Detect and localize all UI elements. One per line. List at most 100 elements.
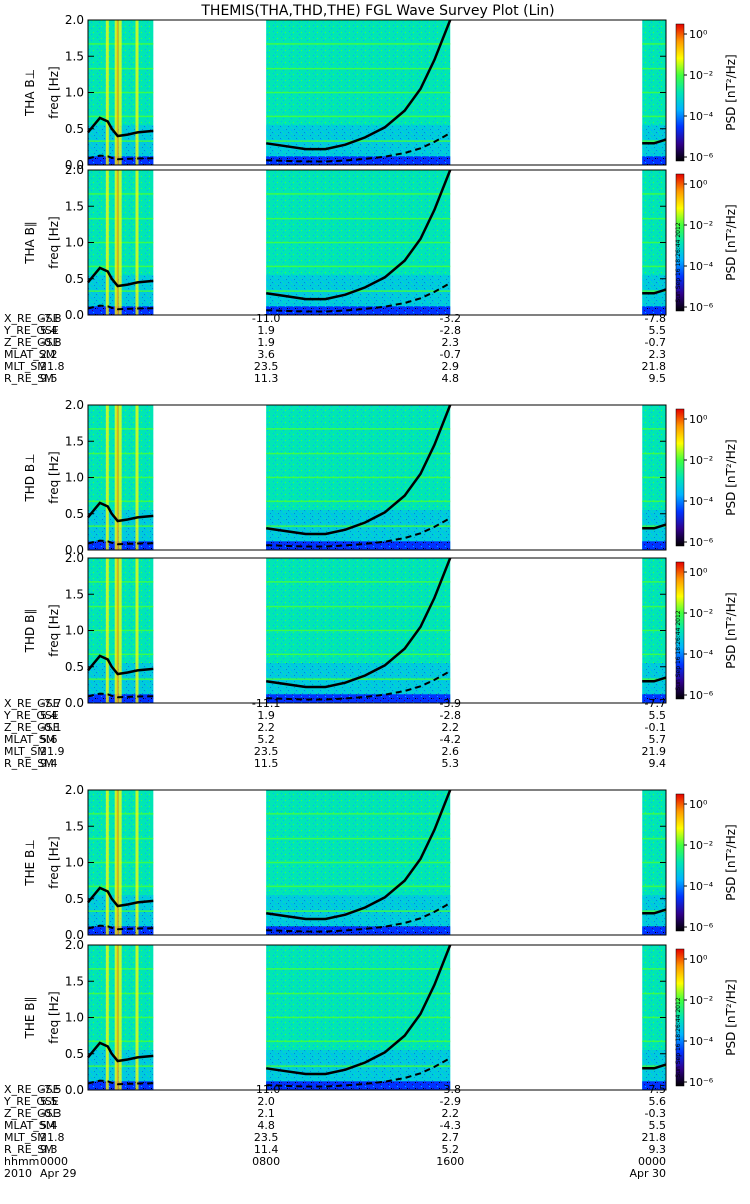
low-frequency-band	[642, 306, 666, 315]
colorbar-tick-label: 10⁻⁴	[689, 648, 714, 661]
broadband-burst	[118, 405, 122, 550]
ephemeris-value: 2.9	[441, 360, 459, 373]
ephemeris-value: 5.5	[40, 1095, 58, 1108]
y-tick-label: 1.5	[65, 49, 84, 63]
ephemeris-label: Z_RE_GSE	[4, 721, 60, 734]
ephemeris-label: R_RE_SM	[4, 757, 54, 770]
broadband-burst	[118, 170, 122, 315]
ephemeris-value: 0000	[638, 1155, 666, 1168]
broadband-burst	[118, 20, 122, 165]
half-fce-curve	[266, 132, 451, 163]
panel-label: THE B∥	[23, 997, 37, 1040]
ephemeris-value: 2.2	[257, 721, 275, 734]
broadband-burst	[135, 405, 139, 550]
ephemeris-value: -0.1	[645, 721, 666, 734]
fce-curve	[642, 676, 667, 683]
ephemeris-value: 4.8	[257, 1119, 275, 1132]
ephemeris-value: 23.5	[254, 745, 279, 758]
ephemeris-value: 5.2	[257, 733, 275, 746]
colorbar-tick-label: 10⁻²	[689, 839, 713, 852]
colorbar-label: PSD [nT²/Hz]	[724, 54, 738, 130]
fce-curve	[87, 501, 154, 523]
broadband-burst	[105, 20, 109, 165]
ephemeris-value: Apr 30	[629, 1167, 666, 1180]
ephemeris-value: 2.2	[40, 348, 58, 361]
ephemeris-value: 2.1	[257, 1107, 275, 1120]
half-fce-curve	[266, 670, 451, 701]
colorbar	[675, 23, 685, 162]
y-tick-label: 1.5	[65, 587, 84, 601]
ephemeris-value: 2.6	[441, 745, 459, 758]
y-tick-label: 1.5	[65, 974, 84, 988]
colorbar-tick-label: 10⁻⁴	[689, 495, 714, 508]
y-axis-label: freq [Hz]	[47, 836, 61, 888]
ephemeris-value: 1.9	[257, 324, 275, 337]
ephemeris-value: 5.6	[40, 733, 58, 746]
ephemeris-value: -0.7	[440, 348, 461, 361]
ephemeris-value: 2.3	[441, 336, 459, 349]
fce-curve	[266, 557, 452, 689]
ephemeris-value: -0.7	[645, 336, 666, 349]
ephemeris-label: MLT_SM	[4, 745, 47, 758]
half-fce-curve	[266, 902, 451, 933]
ephemeris-value: 21.8	[40, 1131, 65, 1144]
low-frequency-band	[642, 1081, 666, 1090]
noise-band	[642, 663, 666, 703]
spectrogram-panel-1: 0.0 0.5 1.0 1.5 2.0 THA B⊥ freq [Hz] 10⁰ 10⁻² 10⁻…	[23, 13, 738, 172]
ephemeris-value: 11.3	[254, 372, 279, 385]
ephemeris-value: -7.7	[40, 697, 61, 710]
half-fce-curve	[87, 924, 154, 931]
colorbar-label: PSD [nT²/Hz]	[724, 979, 738, 1055]
ephemeris-value: 9.5	[649, 372, 667, 385]
half-fce-curve	[87, 304, 154, 311]
colorbar-tick-label: 10⁻⁶	[689, 536, 714, 549]
ephemeris-value: 1.9	[257, 336, 275, 349]
broadband-burst	[135, 790, 139, 935]
colorbar	[675, 793, 685, 932]
fce-curve	[87, 886, 154, 908]
ephemeris-value: -7.5	[40, 1083, 61, 1096]
y-axis-label: freq [Hz]	[47, 604, 61, 656]
fce-curve	[266, 789, 452, 921]
broadband-burst	[135, 558, 139, 703]
fce-curve	[266, 169, 452, 301]
ephemeris-value: 9.5	[40, 372, 58, 385]
ephemeris-value: 11.5	[254, 757, 279, 770]
noise-band	[642, 1050, 666, 1090]
colorbar-tick-label: 10⁻²	[689, 607, 713, 620]
fce-curve	[642, 138, 667, 145]
y-tick-label: 1.5	[65, 434, 84, 448]
y-tick-label: 0.5	[65, 272, 84, 286]
broadband-burst	[114, 790, 118, 935]
noise-band	[642, 275, 666, 315]
ephemeris-label: Y_RE_GSE	[3, 324, 59, 337]
y-tick-label: 1.5	[65, 819, 84, 833]
ephemeris-value: -7.8	[645, 312, 666, 325]
broadband-burst	[114, 558, 118, 703]
colorbar-tick-label: 10⁻⁶	[689, 1076, 714, 1089]
y-tick-label: 2.0	[65, 398, 84, 412]
y-axis-label: freq [Hz]	[47, 216, 61, 268]
colorbar-tick-label: 10⁰	[689, 798, 708, 811]
colorbar-tick-label: 10⁻⁶	[689, 151, 714, 164]
y-tick-label: 2.0	[65, 938, 84, 952]
broadband-burst	[105, 945, 109, 1090]
timestamp-stamp: Sun Sep 16 18:26:44 2012	[675, 222, 682, 302]
ephemeris-value: 5.5	[649, 324, 667, 337]
y-tick-label: 0.0	[65, 696, 84, 710]
ephemeris-value: -0.3	[645, 1107, 666, 1120]
panel-label: THD B⊥	[23, 453, 37, 502]
y-axis-label: freq [Hz]	[47, 66, 61, 118]
broadband-burst	[105, 558, 109, 703]
fce-curve	[266, 404, 452, 536]
broadband-burst	[105, 405, 109, 550]
colorbar	[675, 561, 685, 700]
panel-label: THD B∥	[23, 609, 37, 654]
ephemeris-value: 2.0	[257, 1095, 275, 1108]
broadband-burst	[116, 790, 119, 935]
ephemeris-value: 1.9	[257, 709, 275, 722]
noise-band	[642, 510, 666, 550]
half-fce-curve	[266, 282, 451, 313]
